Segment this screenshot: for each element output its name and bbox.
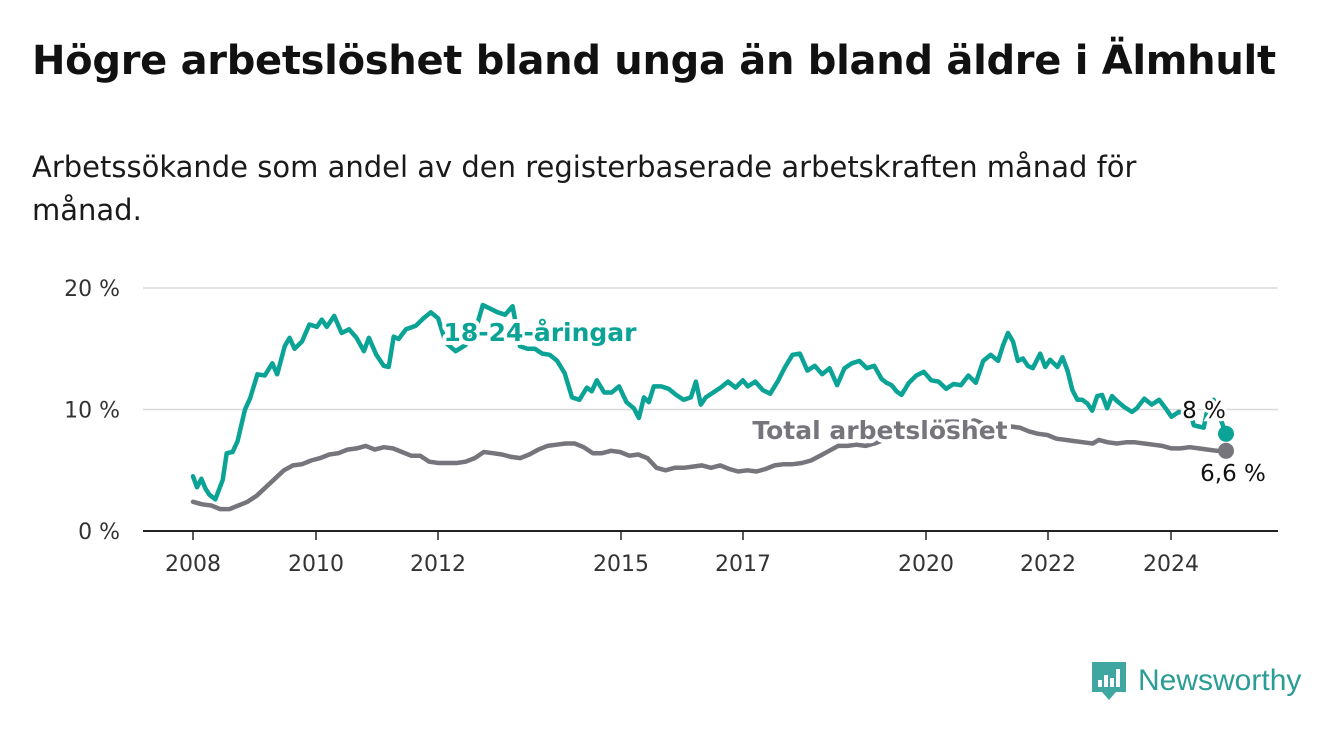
y-axis-tick-labels: 0 % 10 % 20 % — [64, 277, 120, 545]
series-lines — [190, 302, 1234, 512]
series-end-point — [1218, 425, 1234, 442]
series-end-label: 6,6 % — [1200, 461, 1266, 487]
x-axis: 2008 2010 2012 2015 2017 2020 2022 2024 — [143, 530, 1278, 577]
chart-title: Högre arbetslöshet bland unga än bland ä… — [32, 38, 1276, 84]
y-tick-label: 10 % — [64, 399, 120, 424]
y-tick-label: 20 % — [64, 277, 120, 302]
series-line-youth — [190, 302, 1229, 502]
brand-logo: Newsworthy — [1090, 660, 1301, 702]
brand-name: Newsworthy — [1138, 664, 1302, 697]
series-end-point — [1218, 442, 1234, 459]
series-end-label: 8 % — [1182, 398, 1226, 424]
annotation-youth: 18-24-åringar — [444, 318, 638, 347]
x-tick-label: 2017 — [715, 552, 771, 577]
series-labels: 8 % 6,6 % 18-24-åringar Total arbetslöshet — [440, 314, 1269, 490]
y-tick-label: 0 % — [78, 520, 120, 545]
x-tick-label: 2024 — [1143, 552, 1199, 577]
gridlines — [143, 287, 1278, 411]
newsworthy-chat-chart-icon — [1092, 662, 1126, 700]
x-tick-label: 2008 — [165, 552, 221, 577]
x-tick-label: 2022 — [1020, 552, 1076, 577]
x-tick-label: 2020 — [898, 552, 954, 577]
series-line-total — [190, 418, 1229, 512]
annotation-total: Total arbetslöshet — [752, 416, 1007, 445]
x-tick-label: 2015 — [593, 552, 649, 577]
chart-subtitle: Arbetssökande som andel av den registerb… — [32, 150, 1137, 227]
x-tick-label: 2012 — [410, 552, 466, 577]
x-tick-label: 2010 — [288, 552, 344, 577]
